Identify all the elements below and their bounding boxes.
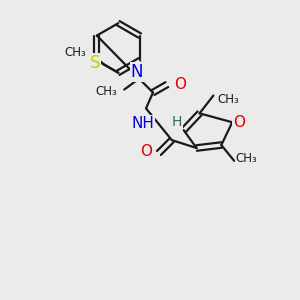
Text: S: S — [90, 54, 101, 72]
Text: H: H — [172, 115, 182, 129]
Text: CH₃: CH₃ — [96, 85, 117, 98]
Text: CH₃: CH₃ — [218, 93, 239, 106]
Text: O: O — [174, 77, 186, 92]
Text: O: O — [233, 115, 245, 130]
Text: N: N — [131, 63, 143, 81]
Text: CH₃: CH₃ — [235, 152, 257, 165]
Text: NH: NH — [131, 116, 154, 131]
Text: CH₃: CH₃ — [65, 46, 87, 59]
Text: O: O — [140, 145, 152, 160]
